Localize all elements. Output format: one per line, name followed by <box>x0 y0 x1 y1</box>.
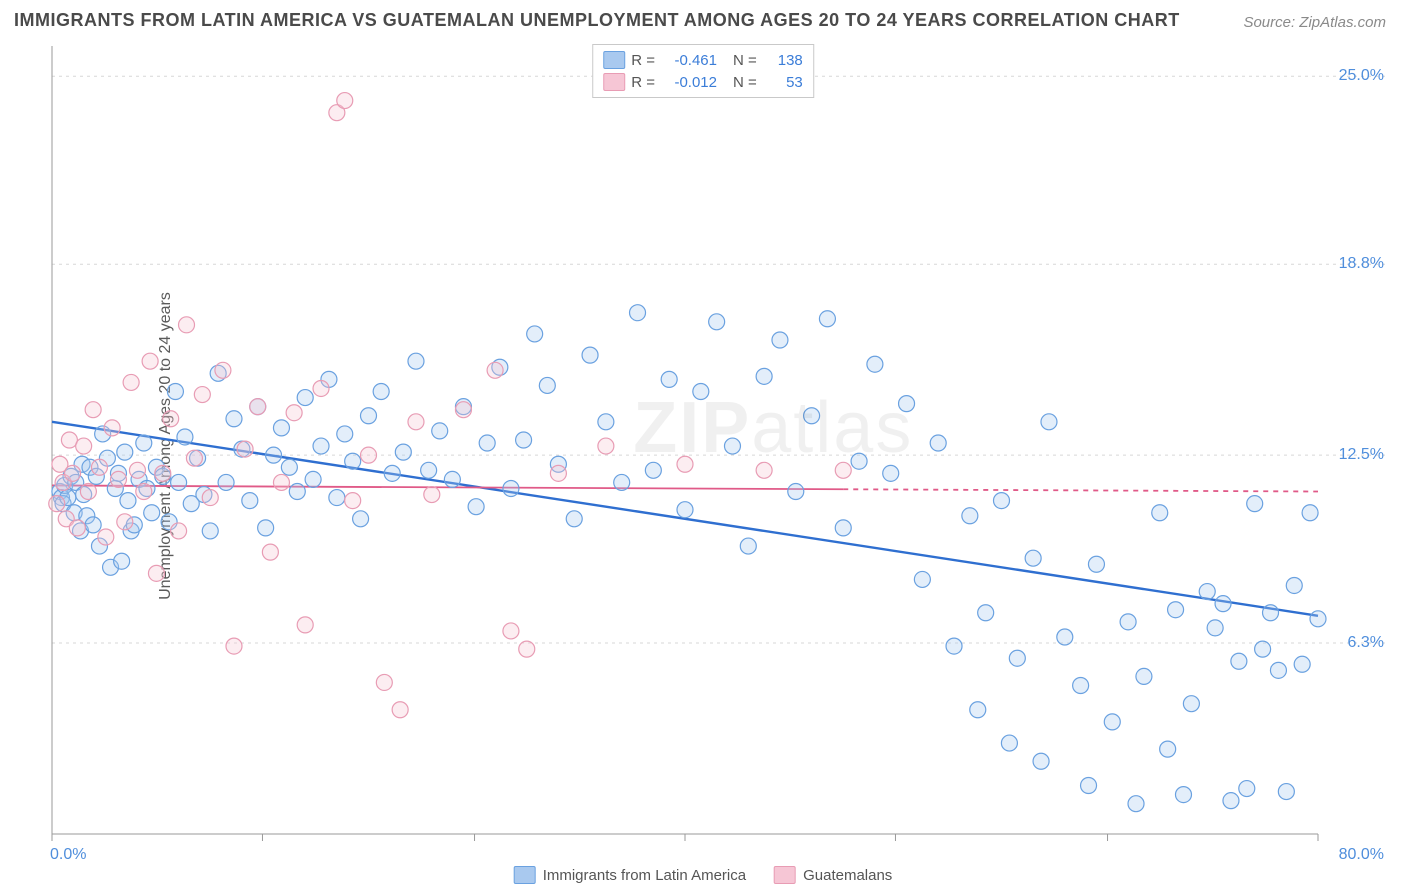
legend-row-series2: R = -0.012 N = 53 <box>603 71 803 93</box>
y-tick-label: 18.8% <box>1339 255 1384 273</box>
n-value-series1: 138 <box>763 52 803 69</box>
legend-swatch-blue-2 <box>514 866 536 884</box>
legend-swatch-pink-2 <box>774 866 796 884</box>
legend-item-guatemalans: Guatemalans <box>774 866 892 884</box>
r-value-series2: -0.012 <box>661 74 717 91</box>
y-tick-label: 12.5% <box>1339 446 1384 464</box>
chart-title: IMMIGRANTS FROM LATIN AMERICA VS GUATEMA… <box>14 10 1180 31</box>
legend-swatch-blue <box>603 51 625 69</box>
correlation-legend: R = -0.461 N = 138 R = -0.012 N = 53 <box>592 44 814 98</box>
y-tick-label: 25.0% <box>1339 67 1384 85</box>
y-tick-label: 6.3% <box>1348 634 1384 652</box>
n-value-series2: 53 <box>763 74 803 91</box>
legend-swatch-pink <box>603 73 625 91</box>
x-axis-min-label: 0.0% <box>50 846 86 864</box>
scatter-chart-svg <box>48 44 1388 848</box>
source-attribution: Source: ZipAtlas.com <box>1243 14 1386 31</box>
x-axis-max-label: 80.0% <box>1339 846 1384 864</box>
legend-label-guatemalans: Guatemalans <box>803 867 892 884</box>
legend-label-latin-america: Immigrants from Latin America <box>543 867 746 884</box>
r-value-series1: -0.461 <box>661 52 717 69</box>
legend-row-series1: R = -0.461 N = 138 <box>603 49 803 71</box>
series-legend: Immigrants from Latin America Guatemalan… <box>514 866 893 884</box>
chart-area <box>48 44 1388 848</box>
legend-item-latin-america: Immigrants from Latin America <box>514 866 746 884</box>
